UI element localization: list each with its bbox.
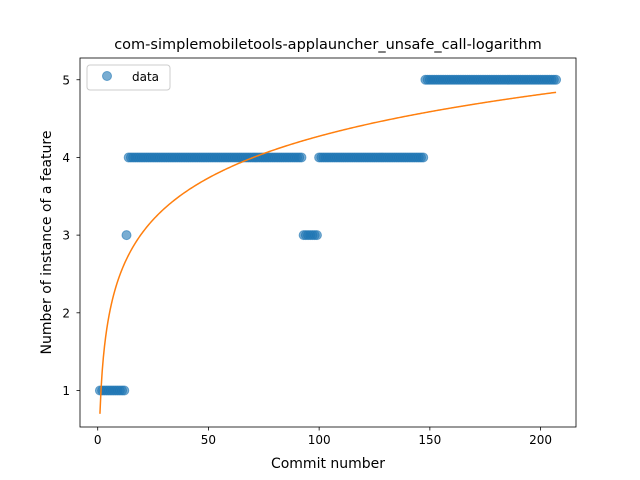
data-point xyxy=(551,74,562,85)
y-tick-label: 4 xyxy=(62,151,70,165)
legend: data xyxy=(86,64,171,91)
legend-label: data xyxy=(132,70,159,84)
x-tick-label: 100 xyxy=(308,433,331,447)
y-axis-ticks: 1 2 3 4 5 xyxy=(62,73,80,398)
data-point xyxy=(296,152,307,163)
x-tick-label: 0 xyxy=(94,433,102,447)
y-axis-label: Number of instance of a feature xyxy=(39,131,55,355)
plot-area xyxy=(94,74,562,414)
data-point xyxy=(418,152,429,163)
y-tick-label: 5 xyxy=(62,73,70,87)
chart-title: com-simplemobiletools-applauncher_unsafe… xyxy=(114,37,542,53)
x-axis-ticks: 0 50 100 150 200 xyxy=(94,427,552,447)
data-marks xyxy=(94,74,562,396)
y-tick-label: 1 xyxy=(62,384,70,398)
data-point xyxy=(119,385,130,396)
data-point xyxy=(121,230,132,241)
x-tick-label: 150 xyxy=(418,433,441,447)
legend-marker xyxy=(102,71,112,81)
plot-frame xyxy=(79,57,577,428)
x-tick-label: 200 xyxy=(529,433,552,447)
data-point xyxy=(311,230,322,241)
fit-line-group xyxy=(99,91,557,414)
fit-line xyxy=(99,91,557,414)
y-tick-label: 2 xyxy=(62,306,70,320)
x-axis-label: Commit number xyxy=(271,456,385,472)
x-tick-label: 50 xyxy=(201,433,216,447)
y-tick-label: 3 xyxy=(62,229,70,243)
